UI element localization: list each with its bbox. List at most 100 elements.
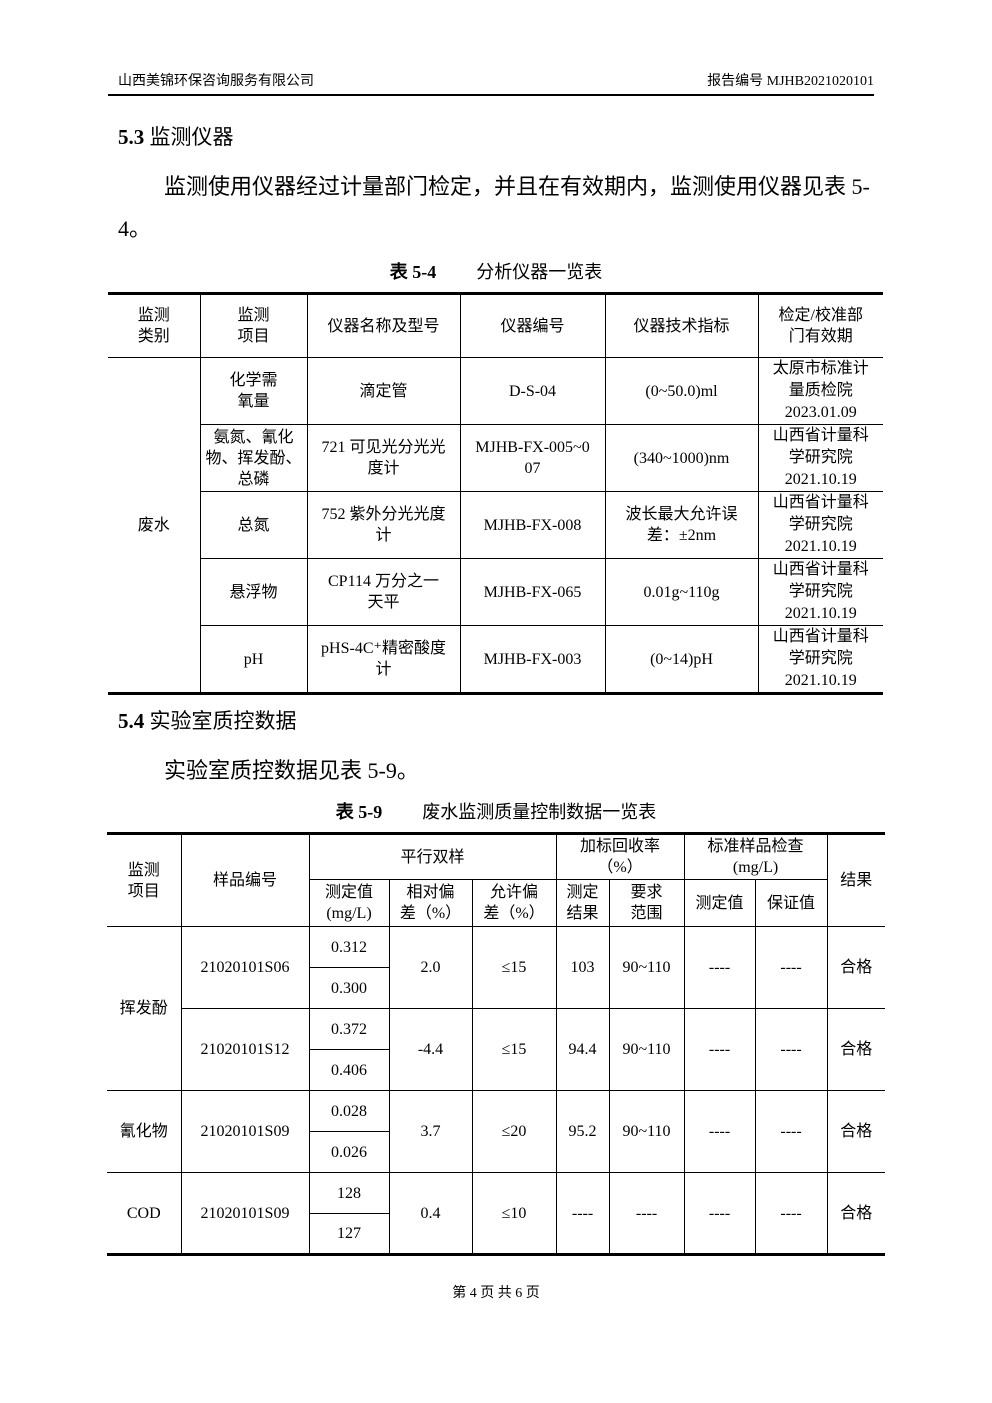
rel-cell: -4.4 [388, 1008, 473, 1091]
range-cell: 90~110 [608, 1008, 685, 1091]
table-cell: CP114 万分之一 天平 [306, 558, 461, 626]
std_meas-cell: ---- [683, 1172, 756, 1255]
table-cell: 氨氮、氰化 物、挥发酚、 总磷 [200, 424, 308, 492]
allow-cell: ≤15 [471, 1008, 557, 1091]
result-cell: 合格 [826, 926, 886, 1009]
column-header: 仪器名称及型号 [306, 293, 461, 358]
section-5-4-paragraph: 实验室质控数据见表 5-9。 [164, 758, 419, 783]
column-header: 监测 项目 [107, 833, 182, 927]
table-cell: 752 紫外分光光度 计 [306, 491, 461, 559]
table-cell: 悬浮物 [200, 558, 308, 626]
section-5-3-paragraph: 监测使用仪器经过计量部门检定，并且在有效期内，监测使用仪器见表 5-4。 [118, 174, 870, 241]
measured-value: 0.372 [308, 1008, 390, 1050]
table-cell: MJHB-FX-008 [459, 491, 606, 559]
column-header: 加标回收率 （%） [555, 833, 685, 880]
table-row: 测定值 (mg/L) 相对偏 差（%） 允许偏 差（%） 测定 结果 要求 范围 测定值保… [107, 879, 885, 927]
column-header: 测定 结果 [555, 879, 610, 927]
column-header: 监测 类别 [108, 293, 201, 358]
column-header: 仪器编号 [459, 293, 606, 358]
rec-cell: 103 [555, 926, 610, 1009]
column-header: 测定值 [683, 879, 756, 927]
table-cell: MJHB-FX-003 [459, 625, 606, 694]
measured-value: 0.300 [309, 967, 389, 1009]
result-cell: 合格 [826, 1008, 886, 1091]
table-5-9-caption: 表 5-9 废水监测质量控制数据一览表 [0, 798, 992, 824]
column-header: 结果 [826, 833, 886, 927]
caption-number: 表 5-4 [389, 262, 437, 282]
table-cell: (0~14)pH [604, 625, 759, 694]
table-cell: 太原市标准计 量质检院 2023.01.09 [757, 357, 883, 425]
std_guar-cell: ---- [754, 926, 828, 1009]
table-cell: D-S-04 [459, 357, 606, 425]
caption-title: 分析仪器一览表 [476, 262, 603, 282]
table-5-4-caption: 表 5-4 分析仪器一览表 [0, 258, 992, 284]
caption-title: 废水监测质量控制数据一览表 [422, 802, 657, 822]
std_meas-cell: ---- [683, 1008, 756, 1091]
section-title: 实验室质控数据 [149, 709, 297, 733]
column-header: 相对偏 差（%） [388, 879, 473, 927]
table-cell: (340~1000)nm [604, 424, 759, 492]
section-5-3-heading: 5.3 监测仪器 [118, 121, 234, 151]
sample-id: 21020101S09 [180, 1090, 310, 1173]
category-cell: 废水 [108, 357, 201, 694]
table-row: 氰化物 21020101S09 0.028 3.7 ≤20 95.2 90~110 ---- -… [107, 1090, 886, 1173]
sample-id: 21020101S12 [181, 1008, 310, 1091]
measured-value: 0.028 [308, 1090, 390, 1132]
table-cell: 化学需 氧量 [199, 357, 308, 425]
section-5-4-heading: 5.4 实验室质控数据 [118, 705, 297, 735]
rec-cell: 95.2 [555, 1090, 610, 1173]
range-cell: ---- [608, 1172, 685, 1255]
table-row: pH pHS-4C⁺精密酸度 计 MJHB-FX-003 (0~14)pH 山西省计量科… [108, 625, 883, 694]
result-cell: 合格 [826, 1172, 886, 1255]
table-cell: 总氮 [200, 491, 308, 559]
instrument-table: 监测 类别 监测 项目 仪器名称及型号 仪器编号 仪器技术指标 检定/校准部 门有效期 废水… [108, 292, 883, 695]
rel-cell: 3.7 [388, 1090, 473, 1173]
range-cell: 90~110 [608, 926, 685, 1009]
table-cell: MJHB-FX-065 [459, 558, 606, 626]
table-row: 总氮 752 紫外分光光度 计 MJHB-FX-008 波长最大允许误 差：±2nm 山… [108, 491, 883, 559]
table-cell: pHS-4C⁺精密酸度 计 [306, 625, 461, 694]
column-header: 标准样品检查 (mg/L) [683, 833, 828, 880]
std_guar-cell: ---- [754, 1172, 828, 1255]
column-header: 仪器技术指标 [604, 293, 759, 358]
table-row: 挥发酚 21020101S06 0.312 2.0 ≤15 103 90~110 ---- --… [107, 926, 886, 1091]
allow-cell: ≤20 [471, 1090, 557, 1173]
std_guar-cell: ---- [754, 1090, 828, 1173]
table-row: 0.300 [107, 967, 885, 1009]
header-divider [108, 94, 874, 96]
rel-cell: 0.4 [388, 1172, 473, 1255]
column-header: 监测 项目 [199, 293, 308, 358]
measured-value: 127 [309, 1213, 389, 1255]
table-cell: 滴定管 [306, 357, 461, 425]
table-row: 0.406 [107, 1049, 885, 1091]
table-cell: pH [200, 625, 308, 694]
item-cell: 挥发酚 [107, 926, 182, 1091]
column-header: 要求 范围 [608, 879, 685, 927]
table-row: 氨氮、氰化 物、挥发酚、 总磷 721 可见光分光光 度计 MJHB-FX-005~… [108, 424, 883, 492]
rec-cell: ---- [555, 1172, 610, 1255]
table-row: 废水 化学需 氧量 滴定管 D-S-04 (0~50.0)ml 太原市标准计 量质检院 2… [108, 357, 883, 694]
table-cell: (0~50.0)ml [604, 357, 759, 425]
table-cell: 波长最大允许误 差：±2nm [604, 491, 759, 559]
table-cell: 0.01g~110g [604, 558, 759, 626]
table-row: 127 [107, 1213, 885, 1255]
column-header: 保证值 [754, 879, 828, 927]
section-number: 5.3 [118, 125, 145, 149]
table-cell: 山西省计量科 学研究院 2021.10.19 [757, 491, 883, 559]
table-row: 监测 项目 样品编号 平行双样 加标回收率 （%） 标准样品检查 (mg/L) 结果 [107, 833, 886, 927]
section-title: 监测仪器 [149, 125, 234, 149]
table-row: 悬浮物 CP114 万分之一 天平 MJHB-FX-065 0.01g~110g 山西省… [108, 558, 883, 626]
table-cell: MJHB-FX-005~0 07 [459, 424, 606, 492]
rel-cell: 2.0 [388, 926, 473, 1009]
section-number: 5.4 [118, 709, 145, 733]
table-row: 0.026 [107, 1131, 885, 1173]
sample-id: 21020101S09 [180, 1172, 310, 1255]
std_meas-cell: ---- [683, 1090, 756, 1173]
column-header: 测定值 (mg/L) [309, 879, 390, 927]
item-cell: 氰化物 [107, 1090, 182, 1173]
column-header: 样品编号 [180, 833, 310, 927]
std_guar-cell: ---- [754, 1008, 828, 1091]
table-row: COD 21020101S09 128 0.4 ≤10 ---- ---- ---- ---- 合… [107, 1172, 886, 1255]
column-header: 允许偏 差（%） [471, 879, 557, 927]
